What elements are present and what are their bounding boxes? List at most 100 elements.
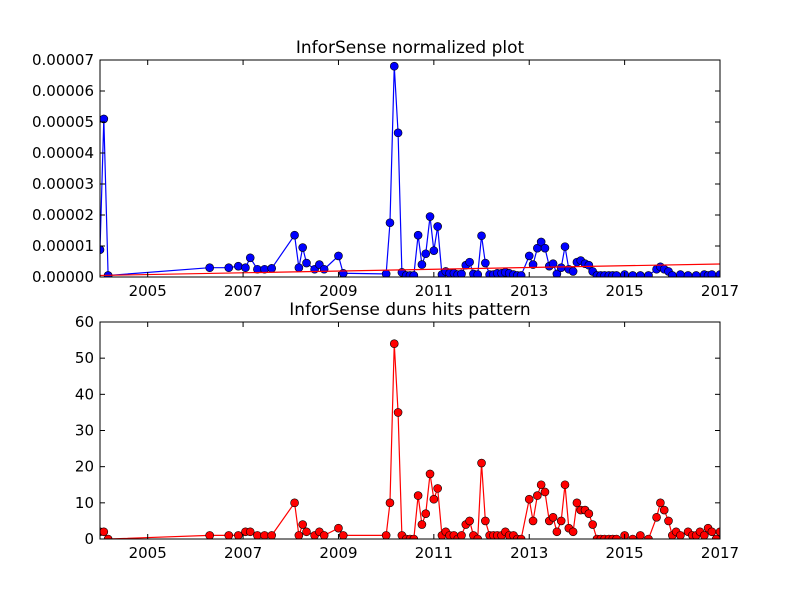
- duns-point-85: [664, 516, 673, 526]
- duns-point-63: [556, 516, 566, 526]
- duns-point-81: [644, 534, 653, 539]
- normalized-point-55: [524, 251, 534, 261]
- normalized-x-tick-label: 2005: [129, 282, 167, 300]
- duns-point-5: [234, 531, 243, 539]
- normalized-point-23: [393, 128, 403, 138]
- normalized-point-70: [584, 260, 594, 270]
- duns-point-82: [652, 512, 661, 522]
- normalized-y-tick-label: 0.00004: [32, 144, 94, 162]
- duns-point-14: [302, 527, 311, 537]
- duns-point-11: [290, 498, 299, 508]
- normalized-y-tick-label: 0.00006: [32, 82, 94, 100]
- duns-point-19: [338, 531, 348, 539]
- duns-series-0-line: [100, 343, 720, 539]
- duns-point-27: [409, 534, 419, 539]
- duns-hits-panel: InforSense duns hits pattern 2005 2007 200…: [75, 300, 739, 562]
- normalized-series-1-line: [100, 263, 720, 277]
- normalized-point-44: [477, 231, 486, 241]
- normalized-point-89: [691, 271, 701, 277]
- duns-point-66: [568, 527, 578, 537]
- normalized-x-tick-label: 2011: [415, 282, 453, 300]
- duns-y-tick-label: 20: [75, 458, 94, 476]
- duns-point-32: [429, 494, 439, 504]
- duns-hits-frame: [99, 321, 721, 540]
- normalized-point-56: [528, 260, 538, 269]
- duns-hits-title: InforSense duns hits pattern: [289, 300, 530, 320]
- normalized-plot-panel: InforSense normalized plot 2005 2007 2009 2…: [32, 38, 739, 300]
- duns-point-7: [245, 527, 255, 537]
- duns-point-3: [205, 531, 214, 539]
- normalized-point-93: [715, 270, 720, 277]
- duns-point-30: [421, 509, 431, 518]
- duns-x-tick-label: 2009: [319, 544, 357, 562]
- duns-point-33: [433, 484, 442, 493]
- normalized-y-tick-label: 0.00000: [32, 268, 94, 286]
- duns-x-tick-label: 2011: [415, 544, 453, 562]
- duns-point-83: [656, 498, 665, 508]
- normalized-x-tick-label: 2017: [701, 282, 739, 300]
- duns-x-tick-label: 2013: [510, 544, 548, 562]
- normalized-point-31: [425, 212, 435, 221]
- duns-point-88: [676, 531, 685, 539]
- duns-point-93: [699, 531, 709, 539]
- duns-point-31: [425, 469, 435, 479]
- normalized-point-77: [612, 271, 621, 277]
- duns-point-80: [636, 531, 645, 539]
- normalized-point-64: [560, 242, 570, 251]
- normalized-plot-title: InforSense normalized plot: [296, 38, 525, 58]
- normalized-point-45: [481, 258, 490, 268]
- duns-y-tick-label: 0: [84, 530, 94, 548]
- normalized-point-81: [644, 271, 653, 277]
- normalized-point-59: [540, 243, 550, 253]
- normalized-point-18: [334, 251, 343, 261]
- normalized-point-5: [234, 261, 243, 271]
- duns-point-1: [100, 527, 109, 537]
- duns-point-43: [473, 534, 483, 539]
- duns-x-tick-label: 2017: [701, 544, 739, 562]
- normalized-point-14: [302, 258, 311, 268]
- normalized-point-43: [473, 270, 483, 277]
- normalized-point-63: [556, 263, 566, 273]
- duns-point-12: [294, 531, 304, 539]
- duns-y-tick-label: 60: [75, 313, 94, 331]
- duns-hits-ticks: 2005 2007 2009 2011 2013 2015 2017 0 10 20 30 40 50 6…: [75, 313, 739, 562]
- duns-hits-series: [100, 339, 720, 539]
- normalized-y-tick-label: 0.00007: [32, 51, 94, 69]
- normalized-point-41: [465, 257, 474, 267]
- duns-point-77: [612, 534, 621, 539]
- normalized-point-17: [319, 264, 329, 274]
- normalized-point-29: [417, 260, 427, 269]
- normalized-point-88: [683, 271, 693, 277]
- duns-point-21: [385, 498, 395, 508]
- normalized-point-33: [433, 222, 442, 231]
- duns-point-39: [457, 531, 466, 539]
- duns-point-18: [334, 523, 343, 533]
- normalized-series-0-line: [100, 66, 720, 277]
- normalized-x-tick-label: 2007: [224, 282, 262, 300]
- duns-point-17: [319, 531, 329, 539]
- duns-point-13: [298, 520, 307, 529]
- normalized-plot-ticks: 2005 2007 2009 2011 2013 2015 2017 0.00000 0.000…: [32, 51, 739, 300]
- normalized-point-0: [100, 245, 105, 255]
- duns-y-tick-label: 10: [75, 494, 94, 512]
- duns-point-4: [224, 531, 234, 539]
- normalized-point-3: [205, 263, 214, 273]
- duns-point-57: [533, 491, 542, 500]
- normalized-point-30: [421, 249, 431, 259]
- normalized-point-54: [516, 271, 526, 277]
- duns-y-tick-label: 40: [75, 385, 94, 403]
- normalized-y-tick-label: 0.00001: [32, 237, 94, 255]
- normalized-y-tick-label: 0.00005: [32, 113, 94, 131]
- normalized-point-27: [409, 271, 419, 277]
- normalized-point-1: [100, 114, 109, 124]
- duns-point-56: [528, 516, 538, 526]
- normalized-point-28: [413, 230, 423, 240]
- duns-point-41: [465, 516, 474, 526]
- duns-point-45: [481, 516, 490, 526]
- duns-point-10: [267, 531, 276, 539]
- normalized-point-6: [241, 263, 250, 273]
- duns-point-70: [584, 509, 594, 518]
- duns-point-22: [389, 339, 399, 349]
- normalized-point-7: [245, 253, 255, 263]
